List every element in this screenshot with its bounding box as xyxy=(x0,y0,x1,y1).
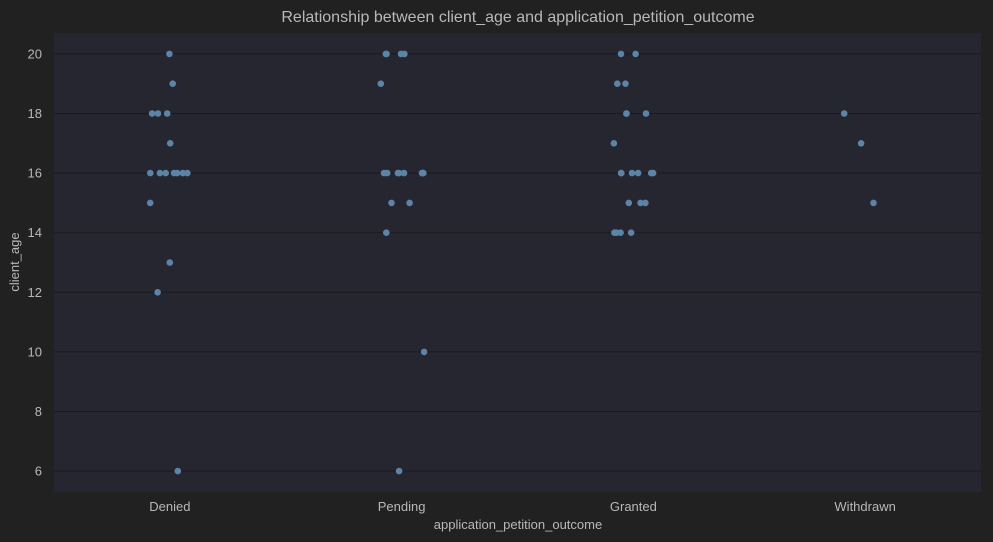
x-tick-label: Granted xyxy=(610,499,657,514)
x-tick-label: Pending xyxy=(378,499,426,514)
data-point xyxy=(632,50,639,58)
y-tick-label: 12 xyxy=(28,285,42,300)
data-point xyxy=(647,169,655,177)
data-point xyxy=(166,50,173,58)
data-point xyxy=(627,229,635,236)
x-axis-label: application_petition_outcome xyxy=(434,517,602,532)
y-axis-label: client_age xyxy=(7,232,22,291)
y-tick-label: 20 xyxy=(28,46,42,61)
data-point xyxy=(383,50,390,58)
data-points xyxy=(146,50,877,475)
data-point xyxy=(166,259,174,266)
data-point xyxy=(406,199,413,207)
data-point xyxy=(146,199,154,207)
data-point xyxy=(174,467,182,475)
data-point xyxy=(395,467,403,475)
y-tick-label: 14 xyxy=(28,225,42,240)
data-point xyxy=(610,140,618,147)
data-point xyxy=(642,199,649,207)
data-point xyxy=(154,110,162,117)
y-tick-label: 18 xyxy=(28,106,42,121)
data-point xyxy=(870,199,877,207)
data-point xyxy=(420,348,428,356)
data-point xyxy=(163,110,171,117)
x-tick-labels: Denied Pending Granted Withdrawn xyxy=(149,499,896,514)
data-point xyxy=(154,289,161,296)
data-point xyxy=(156,169,164,177)
data-point xyxy=(394,169,402,177)
data-point xyxy=(840,110,848,117)
data-point xyxy=(383,229,390,236)
chart-title: Relationship between client_age and appl… xyxy=(281,9,754,26)
data-point xyxy=(634,169,642,177)
data-point xyxy=(628,169,636,177)
data-point xyxy=(623,110,630,117)
data-point xyxy=(614,80,621,87)
data-point xyxy=(611,229,618,236)
data-point xyxy=(857,140,865,147)
plot-area xyxy=(54,33,981,492)
data-point xyxy=(169,80,176,87)
data-point xyxy=(383,169,391,177)
x-tick-label: Withdrawn xyxy=(834,499,895,514)
data-point xyxy=(419,169,427,177)
data-point xyxy=(173,169,181,177)
y-tick-label: 16 xyxy=(28,166,42,181)
data-point xyxy=(179,169,187,177)
data-point xyxy=(642,110,650,117)
grid-lines xyxy=(54,53,981,472)
data-point xyxy=(397,50,405,58)
data-point xyxy=(377,80,385,87)
y-tick-label: 8 xyxy=(35,404,42,419)
y-tick-label: 6 xyxy=(35,464,42,479)
data-point xyxy=(617,50,625,58)
data-point xyxy=(617,169,625,177)
data-point xyxy=(625,199,633,207)
data-point xyxy=(622,80,629,87)
data-point xyxy=(388,199,395,207)
data-point xyxy=(147,169,154,177)
data-point xyxy=(166,140,174,147)
y-tick-label: 10 xyxy=(28,344,42,359)
data-point xyxy=(400,169,408,177)
data-point xyxy=(162,169,169,177)
data-point xyxy=(637,199,644,207)
data-point xyxy=(617,229,624,236)
y-tick-labels: 6 8 10 12 14 16 18 20 xyxy=(28,46,42,478)
data-point xyxy=(148,110,156,117)
x-tick-label: Denied xyxy=(149,499,190,514)
